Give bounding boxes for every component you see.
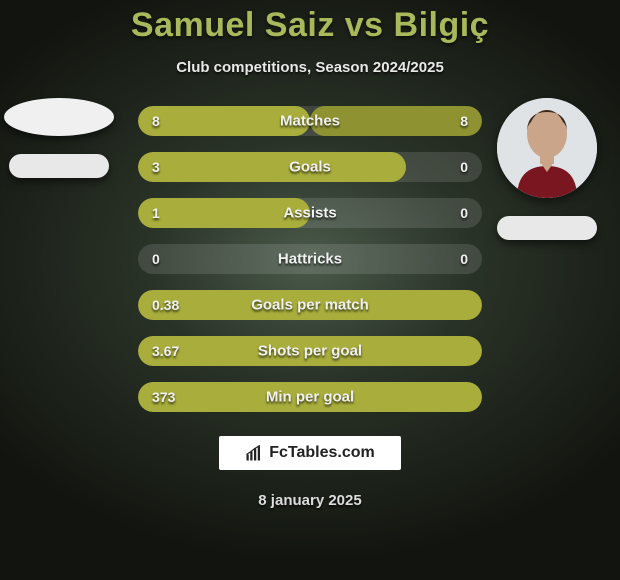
stat-value-left: 373: [152, 389, 175, 405]
chart-icon: [245, 444, 263, 462]
stat-label: Assists: [283, 205, 336, 222]
stat-label: Hattricks: [278, 251, 342, 268]
player-right: [492, 98, 602, 240]
country-pill-left: [9, 154, 109, 178]
stat-value-left: 3: [152, 159, 160, 175]
avatar-right: [497, 98, 597, 198]
avatar-placeholder: [4, 98, 114, 136]
subtitle: Club competitions, Season 2024/2025: [176, 59, 444, 76]
date-label: 8 january 2025: [258, 492, 361, 509]
stat-label: Goals per match: [251, 297, 369, 314]
country-pill-right: [497, 216, 597, 240]
stat-row: Goals per match 0.38: [138, 290, 482, 320]
stat-row: Goals 3 0: [138, 152, 482, 182]
stat-value-left: 0.38: [152, 297, 179, 313]
stat-value-right: 8: [460, 113, 468, 129]
stat-value-left: 1: [152, 205, 160, 221]
stats-bars: Matches88Goals30Assists10Hattricks00Goal…: [138, 106, 482, 412]
stat-value-right: 0: [460, 251, 468, 267]
stat-value-right: 0: [460, 159, 468, 175]
footer-brand-badge[interactable]: FcTables.com: [219, 436, 401, 470]
stat-value-left: 0: [152, 251, 160, 267]
stat-row: Hattricks 0 0: [138, 244, 482, 274]
stat-label: Min per goal: [266, 389, 354, 406]
stat-label: Goals: [289, 159, 331, 176]
stat-row: Min per goal 373: [138, 382, 482, 412]
stat-value-left: 8: [152, 113, 160, 129]
stat-row: Shots per goal 3.67: [138, 336, 482, 366]
stat-row: Assists 1 0: [138, 198, 482, 228]
player-left: [4, 98, 114, 178]
stat-value-left: 3.67: [152, 343, 179, 359]
stat-value-right: 0: [460, 205, 468, 221]
footer-brand-label: FcTables.com: [269, 444, 375, 462]
person-icon: [497, 98, 597, 198]
stat-row: Matches 8 8: [138, 106, 482, 136]
bar-fill-left: [138, 152, 406, 182]
stat-label: Matches: [280, 113, 340, 130]
stat-label: Shots per goal: [258, 343, 362, 360]
page-title: Samuel Saiz vs Bilgiç: [131, 6, 489, 45]
